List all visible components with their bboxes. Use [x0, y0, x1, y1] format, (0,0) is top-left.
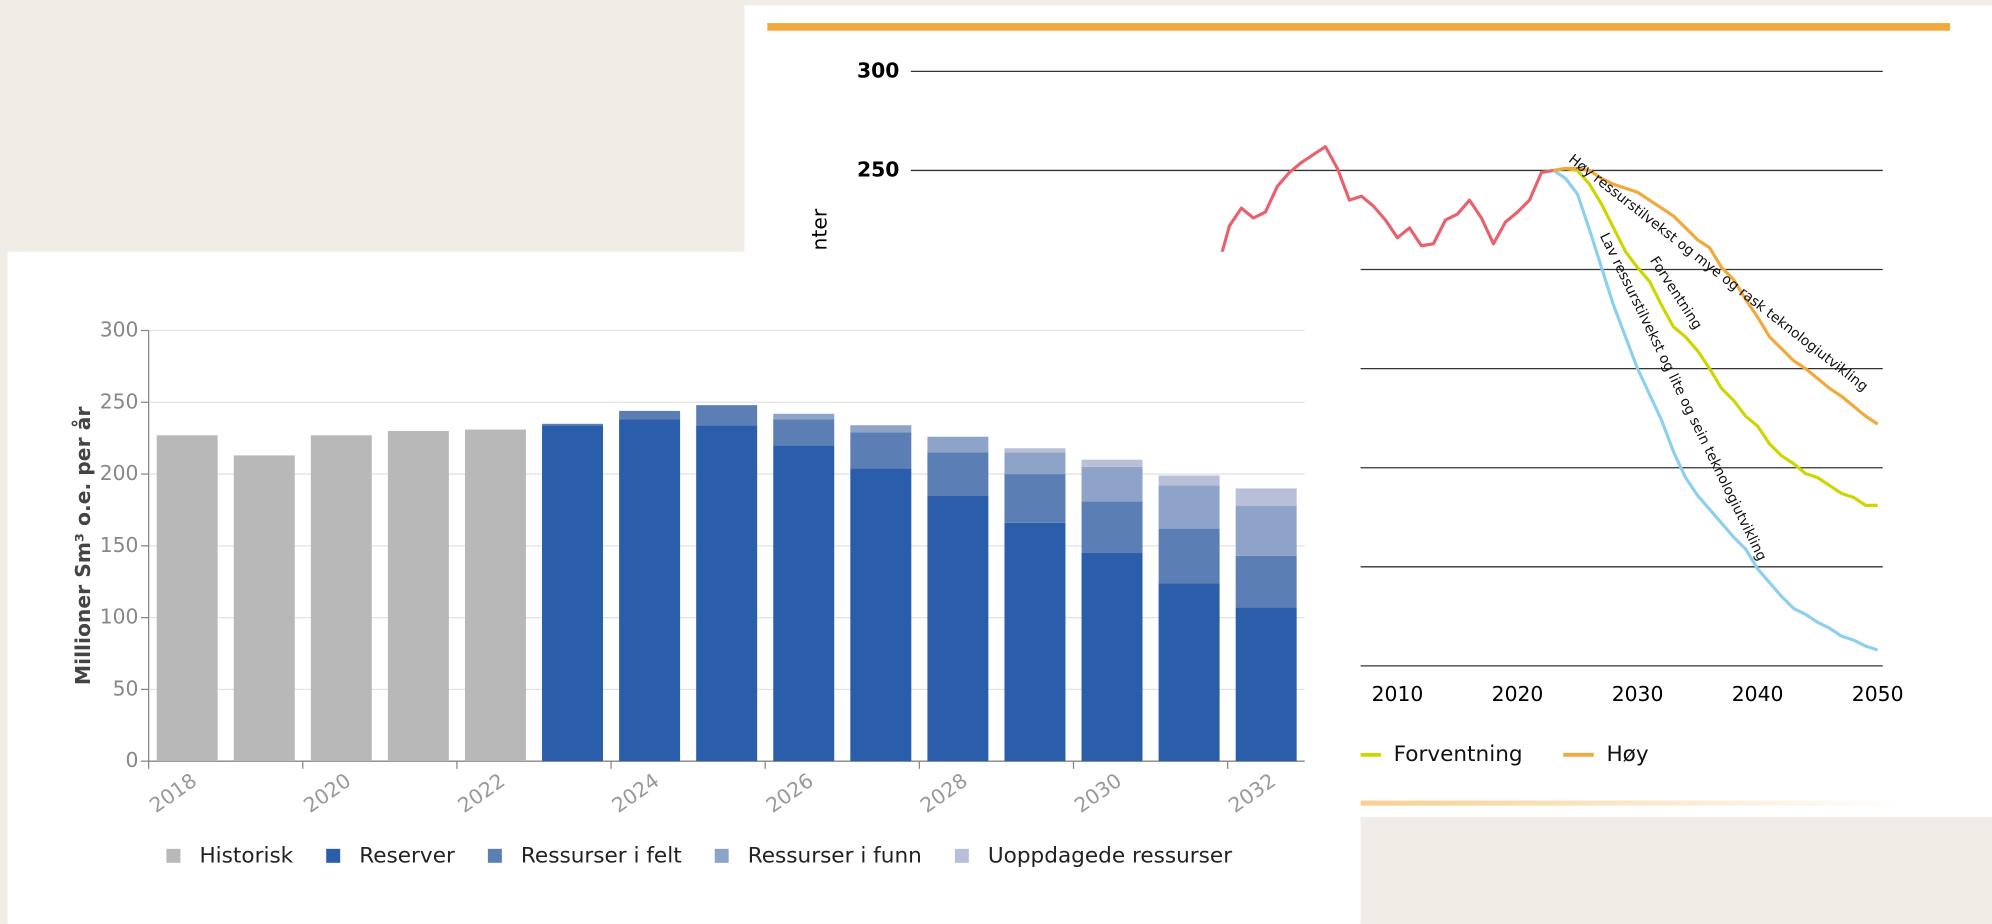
- bar-segment: [1158, 485, 1220, 529]
- legend-label: Høy: [1606, 742, 1648, 767]
- bar-segment: [927, 436, 989, 453]
- bar-segment: [1081, 553, 1143, 762]
- legend-label: Uoppdagede ressurser: [988, 843, 1232, 868]
- bar-segment: [310, 435, 372, 762]
- x-tick-label: 2020: [1492, 682, 1544, 706]
- series-line: [1553, 166, 1878, 507]
- bar-segment: [850, 425, 912, 433]
- x-tick-label: 2050: [1852, 682, 1904, 706]
- y-tick-label: 200: [100, 461, 139, 485]
- bar-segment: [696, 405, 758, 426]
- bar-segment: [850, 468, 912, 762]
- bar-segment: [1235, 488, 1297, 506]
- y-axis-label: Millioner Sm³ o.e. per år: [70, 407, 95, 685]
- bar-segment: [1004, 522, 1066, 762]
- legend-swatch: [714, 848, 729, 863]
- x-tick-label: 2010: [1372, 682, 1424, 706]
- bar-segment: [1081, 466, 1143, 502]
- bar-segment: [1235, 505, 1297, 556]
- y-axis-label: nter: [808, 208, 832, 250]
- bar-segment: [1158, 528, 1220, 584]
- bar-segment: [619, 410, 681, 420]
- bar-segment: [927, 495, 989, 762]
- bar-segment: [1235, 607, 1297, 762]
- y-tick-label: 100: [100, 605, 139, 629]
- series-line: [1215, 145, 1554, 270]
- bar-segment: [464, 429, 526, 762]
- series-line: [1552, 169, 1879, 652]
- y-tick-label: 150: [100, 533, 139, 557]
- bar-segment: [696, 425, 758, 762]
- bar-segment: [773, 419, 835, 446]
- bar-segment: [156, 435, 218, 762]
- bar-segment: [1004, 452, 1066, 475]
- bar-segment: [1081, 459, 1143, 467]
- y-tick-label: 0: [126, 748, 139, 772]
- x-tick-label: 2040: [1732, 682, 1784, 706]
- y-tick-label: 250: [100, 389, 139, 413]
- y-tick-label: 250: [857, 157, 899, 181]
- bar-segment: [773, 445, 835, 762]
- y-tick-label: 300: [857, 58, 899, 82]
- bar-segment: [1004, 448, 1066, 453]
- bar-segment: [1004, 474, 1066, 523]
- bar-segment: [850, 432, 912, 469]
- legend-label: Reserver: [359, 843, 455, 868]
- top-bar: [767, 23, 1951, 31]
- legend-label: Forventning: [1394, 742, 1523, 767]
- legend-swatch: [166, 848, 181, 863]
- series-line: [1553, 166, 1879, 426]
- bar-segment: [773, 413, 835, 420]
- bar-segment: [619, 419, 681, 762]
- legend-label: Ressurser i funn: [748, 843, 922, 868]
- bar-segment: [1158, 475, 1220, 486]
- bar-segment: [1158, 583, 1220, 762]
- bar-segment: [387, 431, 449, 762]
- bar-segment: [1235, 555, 1297, 608]
- legend-label: Historisk: [199, 843, 293, 868]
- legend-swatch: [487, 848, 502, 863]
- bar-segment: [1081, 501, 1143, 554]
- bar-segment: [542, 423, 604, 426]
- y-tick-label: 50: [113, 676, 139, 700]
- x-tick-label: 2030: [1612, 682, 1664, 706]
- bar-segment: [233, 455, 295, 762]
- bar-segment: [927, 452, 989, 496]
- y-tick-label: 300: [100, 318, 139, 342]
- bottom-bar: [1321, 800, 1906, 806]
- legend-label: Ressurser i felt: [521, 843, 682, 868]
- bar-segment: [542, 425, 604, 762]
- legend-swatch: [954, 848, 969, 863]
- legend-swatch: [326, 848, 341, 863]
- front-chart: 0 50 100 150 200 250 300 Millioner Sm³ o.e. per…: [70, 318, 1305, 868]
